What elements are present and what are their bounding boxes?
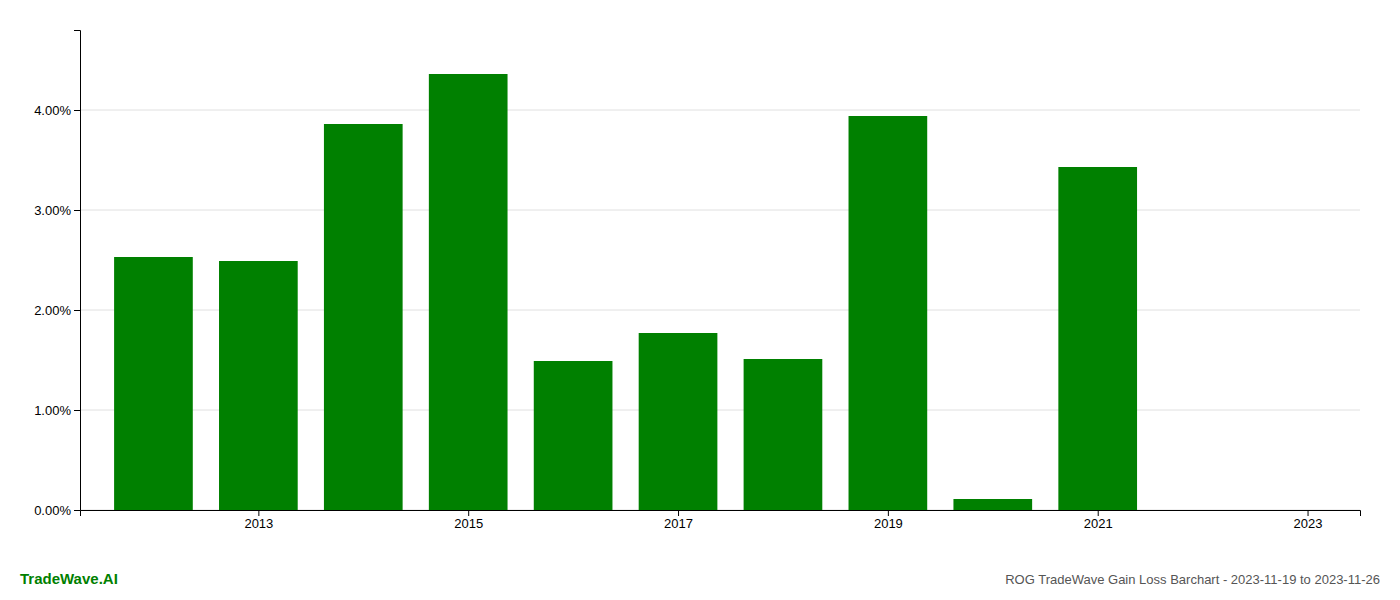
x-tick-label: 2015 [454, 516, 483, 531]
y-tick: 3.00% [34, 203, 80, 218]
grid [80, 110, 1360, 510]
grid-line [80, 210, 1360, 211]
y-tick-label: 2.00% [34, 303, 71, 318]
y-tick-label: 3.00% [34, 203, 71, 218]
y-tick-mark [74, 410, 80, 411]
x-tick-mark [1308, 510, 1309, 516]
bar [429, 74, 508, 510]
bars [114, 74, 1137, 510]
bar [219, 261, 298, 510]
y-tick-mark [74, 110, 80, 111]
bar [1058, 167, 1137, 510]
y-tick-mark [74, 510, 80, 511]
y-tick-mark [74, 310, 80, 311]
bar [324, 124, 403, 510]
bar [1163, 510, 1242, 511]
bar [114, 257, 193, 510]
bar [953, 499, 1032, 510]
chart: 0.00%1.00%2.00%3.00%4.00%201320152017201… [0, 0, 1400, 600]
bar [849, 116, 928, 510]
x-tick-label: 2021 [1084, 516, 1113, 531]
y-tick: 1.00% [34, 403, 80, 418]
bar [534, 361, 613, 510]
x-tick-mark [258, 510, 259, 516]
x-tick-label: 2017 [664, 516, 693, 531]
x-tick: 2017 [664, 510, 693, 531]
x-axis: 2013 2015 2017 2019 2021 2023 [81, 510, 1361, 531]
y-tick-label: 4.00% [34, 103, 71, 118]
x-tick: 2021 [1084, 510, 1113, 531]
x-tick: 2013 [244, 510, 273, 531]
x-tick-mark [888, 510, 889, 516]
bar [639, 333, 718, 510]
annotation: TradeWave.AI [20, 570, 118, 587]
x-tick-label: 2013 [244, 516, 273, 531]
x-tick-mark [678, 510, 679, 516]
y-axis: 0.00% 1.00% 2.00% 3.00% 4.00% [34, 31, 80, 518]
x-tick: 2023 [1294, 510, 1323, 531]
y-axis-line [74, 31, 81, 511]
x-tick: 2019 [874, 510, 903, 531]
grid-line [80, 110, 1360, 111]
x-tick-label: 2023 [1294, 516, 1323, 531]
x-tick-mark [468, 510, 469, 516]
x-axis-line [81, 511, 1361, 517]
y-tick: 4.00% [34, 103, 80, 118]
title: ROG TradeWave Gain Loss Barchart - 2023-… [1005, 572, 1380, 587]
bar [744, 359, 823, 510]
plot: 0.00%1.00%2.00%3.00%4.00%201320152017201… [34, 31, 1360, 532]
y-tick-mark [74, 210, 80, 211]
x-tick-label: 2019 [874, 516, 903, 531]
y-tick: 0.00% [34, 503, 80, 518]
x-tick-mark [1098, 510, 1099, 516]
x-tick: 2015 [454, 510, 483, 531]
y-tick-label: 0.00% [34, 503, 71, 518]
y-tick: 2.00% [34, 303, 80, 318]
y-tick-label: 1.00% [34, 403, 71, 418]
